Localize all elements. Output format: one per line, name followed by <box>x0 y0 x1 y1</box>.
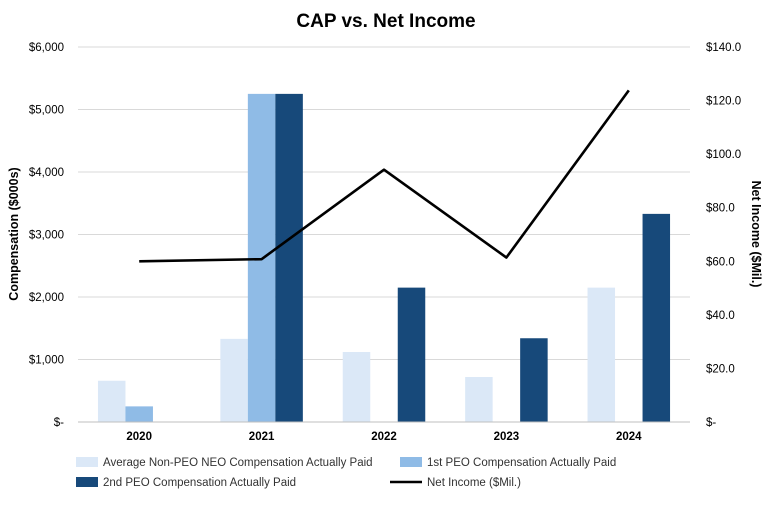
bar-series-3 <box>520 338 548 422</box>
y2-tick-label: $80.0 <box>706 203 735 215</box>
legend-swatch <box>400 457 422 467</box>
y2-tick-label: $40.0 <box>706 310 735 322</box>
legend: Average Non-PEO NEO Compensation Actuall… <box>76 457 616 489</box>
bar-series-3 <box>642 213 671 422</box>
legend-label: Net Income ($Mil.) <box>427 477 521 489</box>
x-tick-label: 2022 <box>371 431 397 443</box>
y-tick-label: $3,000 <box>29 230 64 242</box>
legend-label: 1st PEO Compensation Actually Paid <box>427 457 616 469</box>
legend-label: Average Non-PEO NEO Compensation Actuall… <box>103 457 373 469</box>
net-income-line-layer <box>139 89 630 263</box>
y2-tick-label: $100.0 <box>706 149 741 161</box>
y2-tick-label: $20.0 <box>706 363 735 375</box>
x-tick-label: 2023 <box>494 431 520 443</box>
y2-tick-label: $140.0 <box>706 42 741 54</box>
y-axis-title: Compensation ($000s) <box>7 167 21 300</box>
legend-label: 2nd PEO Compensation Actually Paid <box>103 477 296 489</box>
y-tick-label: $1,000 <box>29 355 64 367</box>
y-tick-label: $5,000 <box>29 105 64 117</box>
x-tick-label: 2021 <box>249 431 275 443</box>
y-tick-label: $4,000 <box>29 167 64 179</box>
bar-series-1 <box>97 380 126 422</box>
x-tick-label: 2024 <box>616 431 642 443</box>
y-tick-label: $2,000 <box>29 292 64 304</box>
y-tick-label: $- <box>54 417 64 429</box>
legend-swatch <box>76 457 98 467</box>
net-income-line <box>139 89 630 263</box>
y2-tick-label: $120.0 <box>706 96 741 108</box>
y2-axis-title: Net Income ($Mil.) <box>749 181 763 288</box>
bar-series-1 <box>220 338 248 422</box>
bar-series-2 <box>125 406 153 422</box>
chart-title: CAP vs. Net Income <box>296 11 475 32</box>
y2-tick-label: $60.0 <box>706 256 735 268</box>
legend-swatch <box>76 477 98 487</box>
bars <box>97 93 671 422</box>
y-tick-label: $6,000 <box>29 42 64 54</box>
bar-series-1 <box>342 352 371 422</box>
bar-series-1 <box>587 287 616 422</box>
axes: $- $1,000 $2,000 $3,000 $4,000 $5,000 $6,000 $-… <box>29 42 741 443</box>
y2-tick-label: $- <box>706 417 716 429</box>
bar-series-3 <box>397 287 426 422</box>
bar-series-1 <box>465 377 493 422</box>
x-tick-label: 2020 <box>126 431 152 443</box>
bar-series-3 <box>275 93 303 422</box>
